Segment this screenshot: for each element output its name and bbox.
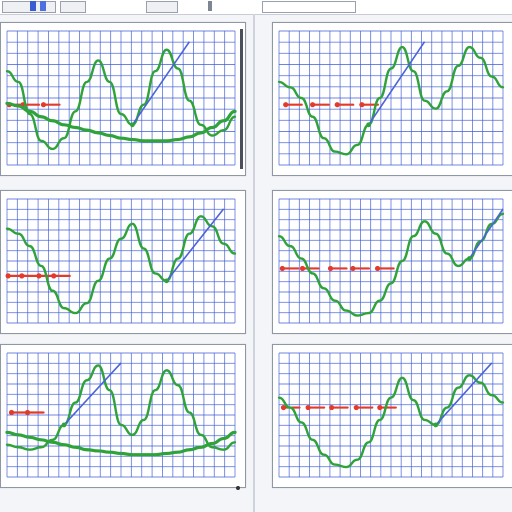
data-point: [61, 422, 67, 428]
red-marker-dot: [279, 265, 285, 272]
blue-trend-line: [468, 208, 504, 259]
data-point: [130, 122, 135, 128]
blue-trend-line: [131, 41, 191, 126]
toolbar-field[interactable]: [60, 1, 86, 13]
toolbar-icon[interactable]: [208, 1, 212, 11]
red-marker-dot: [19, 273, 25, 279]
red-marker-dot: [327, 265, 334, 272]
red-marker-dot: [374, 265, 381, 272]
red-marker-dot: [280, 404, 287, 411]
blue-trend-line: [63, 362, 122, 426]
toolbar-field[interactable]: [262, 1, 356, 13]
data-point: [164, 278, 170, 284]
series-line: [5, 215, 237, 315]
red-marker-dot: [377, 404, 383, 411]
red-marker-dot: [334, 102, 340, 108]
red-marker-dot: [310, 102, 316, 108]
resize-handle[interactable]: [236, 486, 240, 490]
grid: [6, 198, 236, 324]
toolbar-icon[interactable]: [40, 1, 46, 11]
chart-1: [5, 30, 237, 166]
chart-panel-5: [0, 344, 246, 488]
chart-3: [5, 198, 237, 324]
red-marker-dot: [305, 404, 311, 411]
scrollbar[interactable]: [240, 29, 243, 169]
grid: [6, 352, 236, 478]
red-marker-dot: [329, 404, 335, 411]
data-point: [433, 422, 439, 428]
red-marker-dot: [359, 102, 365, 108]
toolbar: [0, 0, 512, 15]
blue-trend-line: [165, 208, 225, 282]
series-line: [5, 101, 237, 143]
series-line: [5, 48, 237, 151]
red-marker-dot: [299, 265, 306, 272]
grid: [6, 30, 236, 166]
chart-panel-1: [0, 22, 246, 176]
red-marker-dot: [24, 409, 31, 416]
data-point: [366, 122, 371, 128]
grid: [278, 352, 504, 478]
blue-trend-line: [367, 41, 426, 126]
grid: [278, 198, 504, 324]
grid: [278, 30, 504, 166]
chart-6: [277, 352, 505, 478]
chart-4: [277, 198, 505, 324]
chart-panel-2: [272, 22, 512, 176]
series-line: [277, 45, 505, 156]
chart-2: [277, 30, 505, 166]
column-divider: [253, 14, 255, 512]
series-line: [277, 212, 505, 317]
toolbar-icon[interactable]: [30, 1, 36, 11]
red-marker-dot: [283, 102, 289, 108]
chart-panel-4: [272, 190, 512, 334]
toolbar-field[interactable]: [146, 1, 178, 13]
red-marker-dot: [36, 273, 42, 279]
toolbar-field[interactable]: [2, 1, 56, 13]
red-marker-dot: [5, 273, 11, 279]
blue-trend-line: [435, 362, 493, 426]
series-line: [5, 364, 237, 451]
chart-panel-6: [272, 344, 512, 488]
red-marker-dot: [51, 273, 57, 279]
red-marker-dot: [8, 409, 15, 416]
red-marker-dot: [350, 265, 356, 272]
red-marker-dot: [40, 102, 47, 108]
chart-5: [5, 352, 237, 478]
red-marker-dot: [353, 404, 359, 411]
series-line: [277, 374, 505, 469]
data-point: [467, 256, 472, 261]
series-line: [5, 430, 237, 457]
chart-panel-3: [0, 190, 246, 334]
